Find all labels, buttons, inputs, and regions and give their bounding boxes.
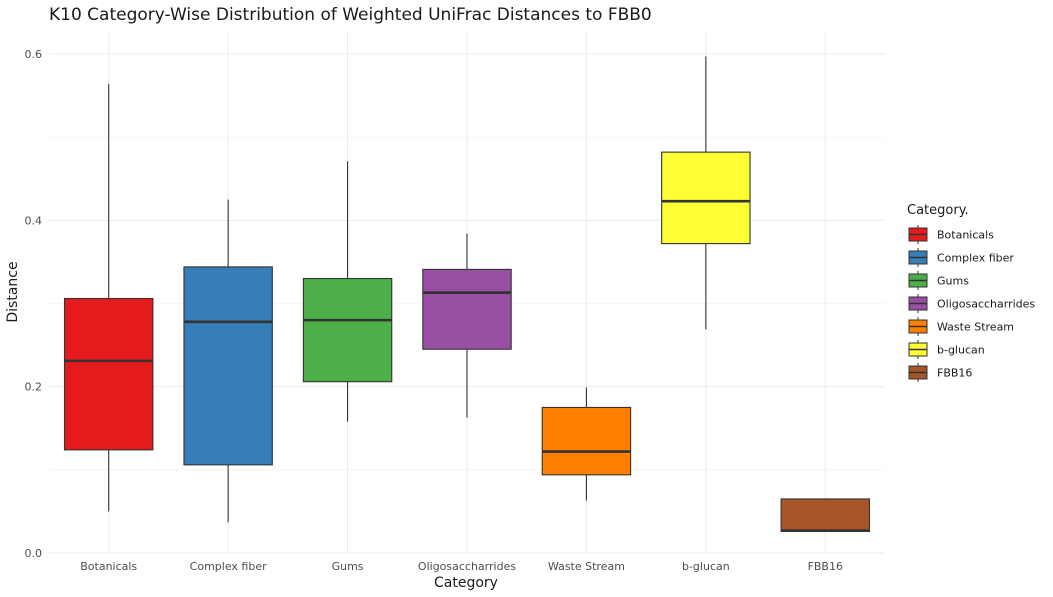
legend-item: Complex fiber <box>908 248 1014 267</box>
y-tick-label: 0.0 <box>25 547 43 560</box>
y-tick-label: 0.4 <box>25 214 43 227</box>
x-tick-label: Botanicals <box>80 560 137 573</box>
box-gums <box>302 161 393 422</box>
legend-label: Complex fiber <box>937 252 1014 265</box>
box-rect <box>661 151 751 245</box>
legend-title: Category. <box>907 203 969 218</box>
box-rect <box>541 406 632 476</box>
box-complex-fiber <box>183 199 273 523</box>
legend-item: Waste Stream <box>908 317 1014 336</box>
box-fbb16 <box>780 498 871 532</box>
legend-item: Oligosaccharrides <box>908 294 1035 313</box>
y-tick-label: 0.6 <box>25 48 43 61</box>
box-botanicals <box>63 83 154 512</box>
legend-item: Botanicals <box>908 225 994 244</box>
legend-label: b-glucan <box>937 344 985 357</box>
legend-label: Botanicals <box>937 229 994 242</box>
box-rect <box>302 277 393 383</box>
box-rect <box>780 498 871 532</box>
x-tick-label: Waste Stream <box>548 560 625 573</box>
x-tick-labels: Botanicals Complex fiber Gums Oligosaccharr… <box>80 560 843 573</box>
chart-title: K10 Category-Wise Distribution of Weight… <box>49 5 652 25</box>
legend-label: Waste Stream <box>937 321 1014 334</box>
x-tick-label: Complex fiber <box>190 560 267 573</box>
boxes <box>63 56 871 532</box>
x-tick-label: b-glucan <box>682 560 730 573</box>
legend-item: Gums <box>908 271 969 290</box>
legend-label: FBB16 <box>937 367 972 380</box>
box-rect <box>183 266 273 466</box>
box-oligosaccharrides <box>422 233 512 418</box>
box-waste-stream <box>541 387 632 501</box>
box-rect <box>63 297 154 451</box>
x-tick-label: Oligosaccharrides <box>418 560 516 573</box>
y-axis-title: Distance <box>5 261 21 322</box>
legend-item: FBB16 <box>908 363 972 382</box>
x-tick-label: Gums <box>332 560 364 573</box>
legend-label: Gums <box>937 275 969 288</box>
legend: Category. Botanicals Complex fiber Gums Oli… <box>907 203 1035 382</box>
box-rect <box>422 268 512 350</box>
box-b-glucan <box>661 56 751 330</box>
y-tick-labels: 0.0 0.2 0.4 0.6 <box>25 48 43 560</box>
y-tick-label: 0.2 <box>25 381 43 394</box>
x-tick-label: FBB16 <box>808 560 843 573</box>
legend-label: Oligosaccharrides <box>937 298 1035 311</box>
legend-item: b-glucan <box>908 340 985 359</box>
x-axis-title: Category <box>434 575 498 591</box>
